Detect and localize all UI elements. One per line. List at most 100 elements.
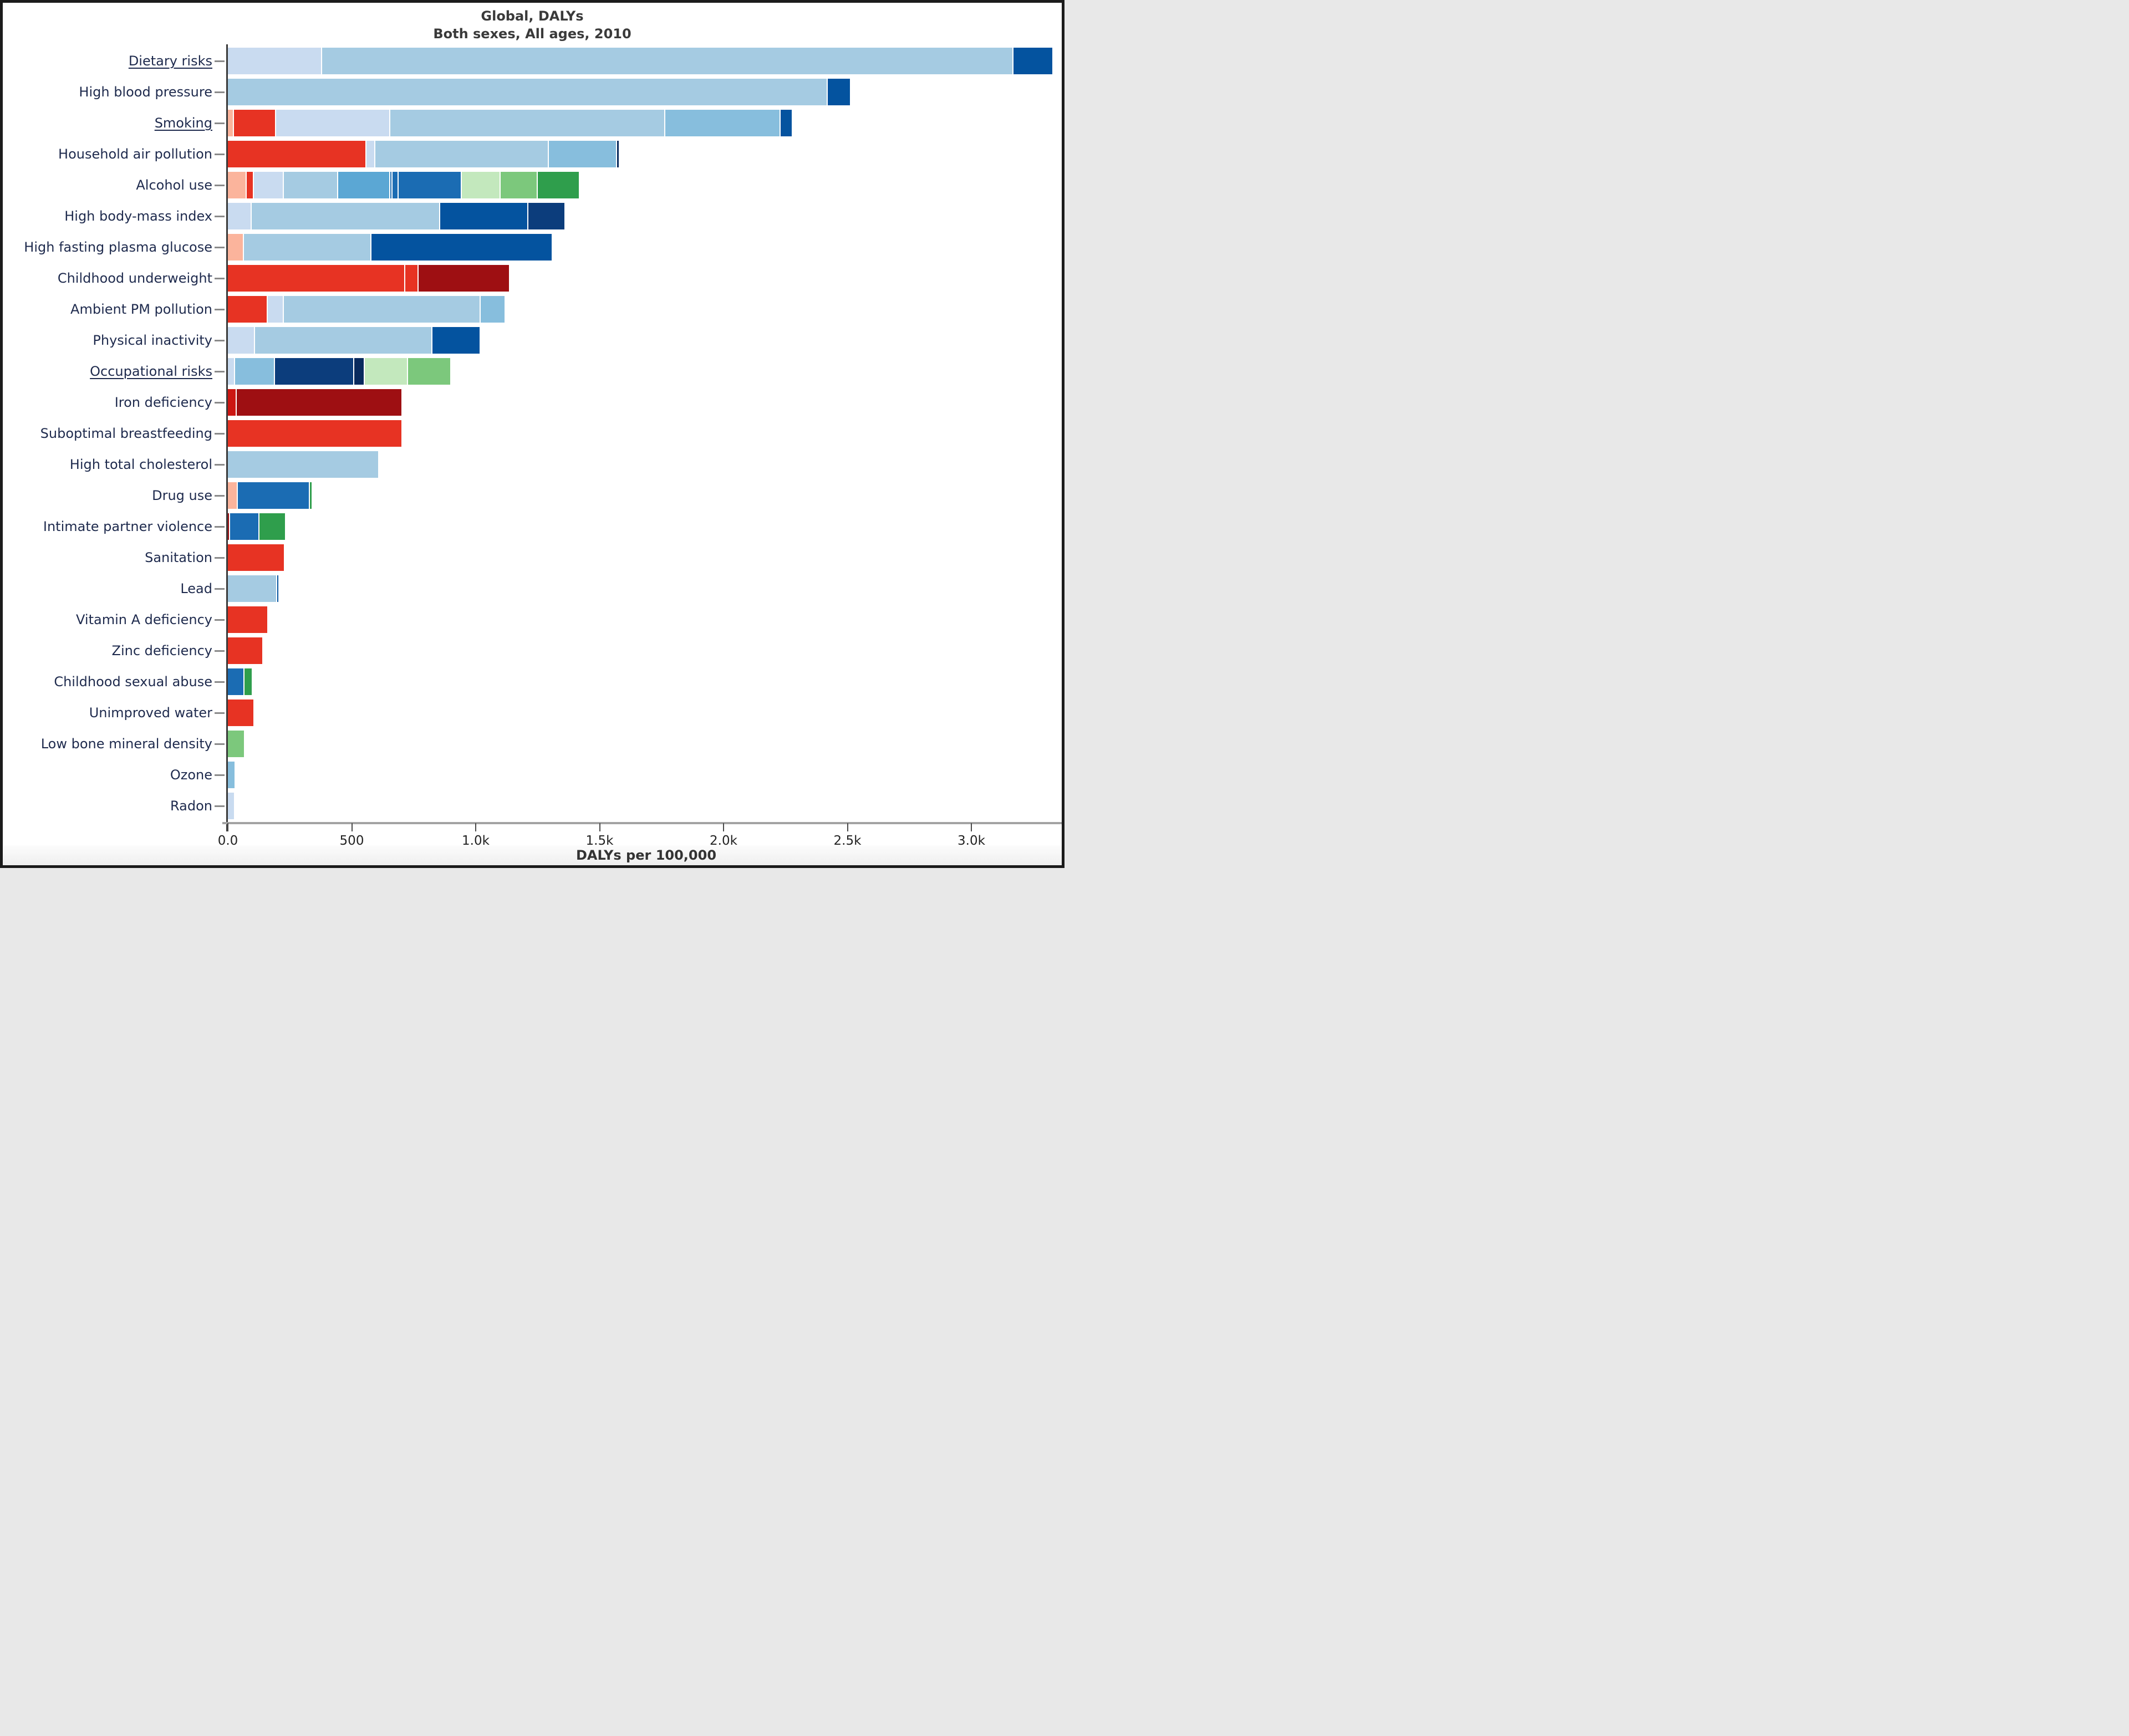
bar-segment[interactable]: [390, 172, 392, 198]
bar-segment[interactable]: [236, 389, 402, 416]
bar-segment[interactable]: [228, 79, 827, 105]
bar-segment[interactable]: [244, 234, 371, 261]
y-axis-label-ambient-pm-pollution[interactable]: Ambient PM pollution: [70, 302, 212, 317]
y-axis-label-intimate-partner-violence[interactable]: Intimate partner violence: [43, 519, 212, 534]
bar-segment[interactable]: [283, 172, 337, 198]
bar-segment[interactable]: [1013, 48, 1052, 74]
bar-segment[interactable]: [228, 699, 254, 726]
y-axis-label-zinc-deficiency[interactable]: Zinc deficiency: [111, 643, 213, 658]
y-axis-label-alcohol-use[interactable]: Alcohol use: [136, 177, 212, 193]
bar-segment[interactable]: [253, 172, 283, 198]
bar-segment[interactable]: [230, 513, 259, 540]
bar-segment[interactable]: [283, 296, 480, 323]
bar-segment[interactable]: [228, 141, 366, 167]
y-axis-label-occupational-risks[interactable]: Occupational risks: [90, 364, 212, 379]
bar-segment[interactable]: [440, 203, 527, 229]
bar-segment[interactable]: [228, 265, 404, 292]
bar-segment[interactable]: [548, 141, 616, 167]
y-axis-label-suboptimal-breastfeeding[interactable]: Suboptimal breastfeeding: [40, 426, 212, 441]
bar-segment[interactable]: [432, 327, 480, 354]
bar-segment[interactable]: [228, 637, 262, 664]
bar-segment[interactable]: [228, 575, 276, 602]
y-axis-label-high-total-cholesterol[interactable]: High total cholesterol: [69, 457, 212, 472]
bar-segment[interactable]: [419, 265, 509, 292]
y-axis-label-unimproved-water[interactable]: Unimproved water: [89, 705, 212, 721]
bar-segment[interactable]: [322, 48, 1012, 74]
bar-segment[interactable]: [537, 172, 579, 198]
bar-segment[interactable]: [338, 172, 389, 198]
y-axis-label-iron-deficiency[interactable]: Iron deficiency: [114, 395, 212, 410]
y-axis-label-ozone[interactable]: Ozone: [170, 767, 212, 783]
bar-segment[interactable]: [354, 358, 364, 385]
y-axis-label-low-bone-mineral-density[interactable]: Low bone mineral density: [40, 736, 212, 752]
y-axis-label-childhood-underweight[interactable]: Childhood underweight: [57, 270, 212, 286]
y-axis-label-high-blood-pressure[interactable]: High blood pressure: [79, 84, 212, 100]
y-axis-label-smoking[interactable]: Smoking: [154, 115, 212, 131]
bar-segment[interactable]: [500, 172, 537, 198]
bar-segment[interactable]: [462, 172, 500, 198]
x-tick-mark: [723, 823, 724, 831]
bar-segment[interactable]: [255, 327, 431, 354]
bar-suboptimal-breastfeeding: [228, 420, 1062, 447]
bar-segment[interactable]: [228, 389, 236, 416]
y-axis-label-high-body-mass-index[interactable]: High body-mass index: [64, 208, 212, 224]
y-axis-label-childhood-sexual-abuse[interactable]: Childhood sexual abuse: [54, 674, 212, 690]
bar-segment[interactable]: [228, 48, 321, 74]
bar-segment[interactable]: [228, 544, 284, 571]
y-axis-label-sanitation[interactable]: Sanitation: [145, 550, 212, 565]
bar-segment[interactable]: [228, 451, 378, 478]
y-axis-label-drug-use[interactable]: Drug use: [152, 488, 212, 503]
bar-row: Occupational risks: [3, 356, 1062, 387]
bar-segment[interactable]: [228, 234, 243, 261]
bar-segment[interactable]: [228, 482, 237, 509]
bar-segment[interactable]: [252, 203, 440, 229]
bar-segment[interactable]: [480, 296, 505, 323]
y-axis-label-physical-inactivity[interactable]: Physical inactivity: [93, 333, 212, 348]
bar-segment[interactable]: [617, 141, 619, 167]
y-axis-label-high-fasting-plasma-glucose[interactable]: High fasting plasma glucose: [24, 239, 212, 255]
bar-segment[interactable]: [245, 668, 252, 695]
y-axis-label-vitamin-a-deficiency[interactable]: Vitamin A deficiency: [76, 612, 212, 627]
bar-high-body-mass-index: [228, 203, 1062, 229]
bar-segment[interactable]: [405, 265, 418, 292]
bar-segment[interactable]: [277, 575, 278, 602]
bar-segment[interactable]: [364, 358, 407, 385]
bar-segment[interactable]: [408, 358, 451, 385]
bar-segment[interactable]: [228, 668, 244, 695]
y-axis-label-lead[interactable]: Lead: [180, 581, 212, 596]
bar-segment[interactable]: [366, 141, 374, 167]
bar-segment[interactable]: [228, 606, 267, 633]
bar-segment[interactable]: [827, 79, 850, 105]
y-axis-label-dietary-risks[interactable]: Dietary risks: [128, 53, 212, 69]
bar-segment[interactable]: [235, 358, 274, 385]
bar-segment[interactable]: [390, 110, 664, 136]
bar-segment[interactable]: [228, 513, 230, 540]
bar-segment[interactable]: [228, 172, 246, 198]
bar-segment[interactable]: [528, 203, 564, 229]
bar-segment[interactable]: [228, 762, 235, 788]
bar-segment[interactable]: [665, 110, 780, 136]
bar-segment[interactable]: [259, 513, 286, 540]
bar-segment[interactable]: [228, 420, 402, 447]
bar-segment[interactable]: [375, 141, 548, 167]
bar-segment[interactable]: [228, 296, 267, 323]
bar-segment[interactable]: [228, 203, 251, 229]
bar-segment[interactable]: [228, 110, 233, 136]
bar-segment[interactable]: [246, 172, 253, 198]
bar-segment[interactable]: [274, 358, 353, 385]
bar-segment[interactable]: [267, 296, 283, 323]
bar-segment[interactable]: [393, 172, 398, 198]
bar-segment[interactable]: [309, 482, 312, 509]
bar-segment[interactable]: [228, 793, 234, 819]
bar-segment[interactable]: [276, 110, 389, 136]
bar-segment[interactable]: [234, 110, 276, 136]
y-axis-label-radon[interactable]: Radon: [170, 798, 212, 814]
bar-segment[interactable]: [371, 234, 552, 261]
bar-segment[interactable]: [237, 482, 309, 509]
bar-segment[interactable]: [780, 110, 792, 136]
bar-segment[interactable]: [228, 358, 235, 385]
bar-segment[interactable]: [228, 327, 254, 354]
y-axis-label-household-air-pollution[interactable]: Household air pollution: [58, 146, 212, 162]
bar-segment[interactable]: [228, 731, 244, 757]
bar-segment[interactable]: [399, 172, 461, 198]
